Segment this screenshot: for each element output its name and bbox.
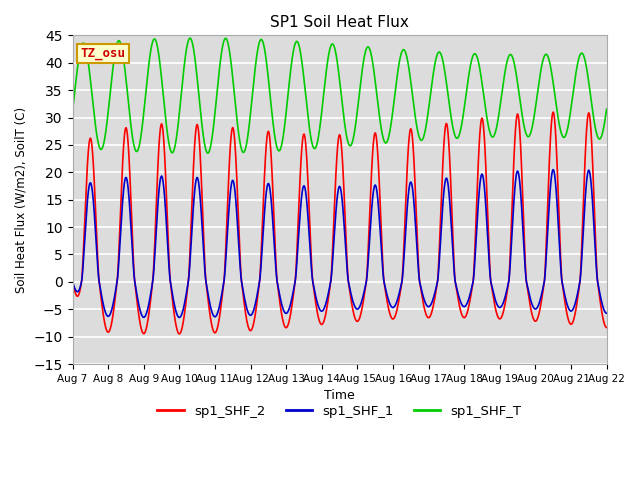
sp1_SHF_T <box>218 47 226 53</box>
sp1_SHF_T <box>68 108 76 114</box>
sp1_SHF_2 <box>218 298 225 303</box>
sp1_SHF_T <box>355 92 363 98</box>
sp1_SHF_T <box>204 150 212 156</box>
sp1_SHF_2 <box>355 317 363 323</box>
X-axis label: Time: Time <box>324 389 355 402</box>
sp1_SHF_2 <box>68 279 76 285</box>
sp1_SHF_1 <box>218 292 225 298</box>
sp1_SHF_2 <box>603 324 611 330</box>
Y-axis label: Soil Heat Flux (W/m2), SoilT (C): Soil Heat Flux (W/m2), SoilT (C) <box>15 107 28 293</box>
sp1_SHF_T <box>556 124 564 130</box>
sp1_SHF_1 <box>355 305 363 311</box>
sp1_SHF_1 <box>68 279 76 285</box>
sp1_SHF_2 <box>175 331 183 337</box>
sp1_SHF_1 <box>549 167 557 172</box>
Line: sp1_SHF_1: sp1_SHF_1 <box>72 169 607 317</box>
Title: SP1 Soil Heat Flux: SP1 Soil Heat Flux <box>270 15 409 30</box>
sp1_SHF_T <box>495 111 503 117</box>
sp1_SHF_T <box>603 106 611 112</box>
sp1_SHF_2 <box>549 109 557 115</box>
sp1_SHF_T <box>186 35 194 41</box>
sp1_SHF_1 <box>571 302 579 308</box>
Legend: sp1_SHF_2, sp1_SHF_1, sp1_SHF_T: sp1_SHF_2, sp1_SHF_1, sp1_SHF_T <box>152 400 527 423</box>
sp1_SHF_T <box>367 50 374 56</box>
Line: sp1_SHF_2: sp1_SHF_2 <box>72 112 607 334</box>
sp1_SHF_1 <box>556 250 564 255</box>
sp1_SHF_2 <box>556 234 564 240</box>
sp1_SHF_2 <box>571 313 579 319</box>
Text: TZ_osu: TZ_osu <box>81 47 125 60</box>
sp1_SHF_T <box>571 79 579 84</box>
sp1_SHF_2 <box>367 190 374 196</box>
Line: sp1_SHF_T: sp1_SHF_T <box>72 38 607 153</box>
sp1_SHF_1 <box>603 311 611 316</box>
sp1_SHF_2 <box>495 315 502 321</box>
sp1_SHF_1 <box>367 221 374 227</box>
sp1_SHF_1 <box>495 304 502 310</box>
sp1_SHF_1 <box>175 314 183 320</box>
